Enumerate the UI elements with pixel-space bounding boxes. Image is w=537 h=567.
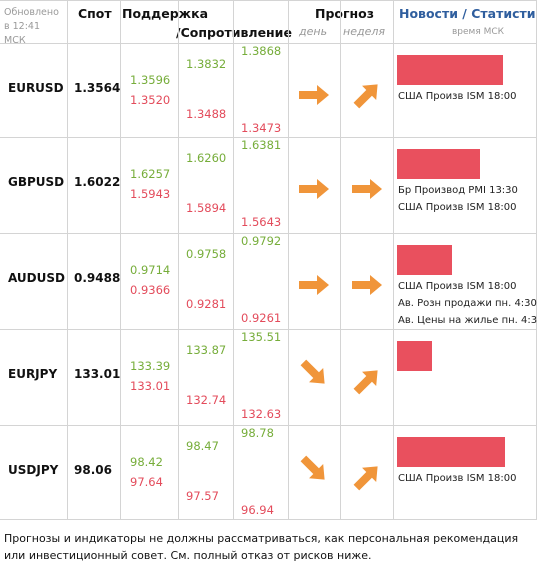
support-level: 0.9366 [130,283,171,297]
forecast-arrow [297,177,331,201]
column-divider [340,0,341,519]
resistance-level: 1.3596 [130,73,171,87]
news-bar [397,55,503,85]
resistance-level: 98.42 [130,455,163,469]
resistance-level: 0.9714 [130,263,171,277]
news-header: Новости / Статистика [399,6,537,21]
forecast-arrow [350,83,384,109]
arrow-icon [353,466,378,491]
arrow-icon [353,370,378,395]
resistance-level: 1.3868 [241,44,282,58]
spot-price: 1.3564 [74,81,121,95]
column-divider [288,0,289,519]
pair-name: GBPUSD [8,175,65,189]
resistance-level: 133.39 [130,359,171,373]
time-note: время МСК [452,27,505,37]
forecast-arrow [350,369,384,395]
news-item: США Произв ISM 18:00 [398,91,517,102]
arrow-icon [352,275,382,295]
spot-price: 98.06 [74,463,112,477]
spot-price: 1.6022 [74,175,121,189]
row-divider [0,43,537,44]
resistance-level: 1.6260 [186,151,227,165]
spot-price: 0.9488 [74,271,121,285]
pair-name: AUDUSD [8,271,65,285]
support-level: 132.63 [241,407,282,421]
support-header: Поддержка [122,6,209,21]
forecast-arrow [297,273,331,297]
news-bar [397,341,432,371]
forecast-arrow [297,455,331,481]
arrow-icon [299,179,329,199]
row-divider [0,0,537,1]
news-item: Ав. Розн продажи пн. 4:30 [398,298,537,309]
support-level: 0.9281 [186,297,227,311]
arrow-icon [299,275,329,295]
arrow-icon [353,84,378,109]
forecast-arrow [297,359,331,385]
forecast-arrow [350,273,384,297]
support-level: 97.57 [186,489,219,503]
forecast-arrow [350,177,384,201]
arrow-icon [300,359,325,384]
news-item: США Произв ISM 18:00 [398,473,517,484]
news-bar [397,149,480,179]
news-bar [397,437,505,467]
resistance-level: 0.9758 [186,247,227,261]
resistance-level: 133.87 [186,343,227,357]
row-divider [0,425,537,426]
arrow-icon [352,179,382,199]
support-level: 0.9261 [241,311,282,325]
row-divider [0,329,537,330]
spot-header: Спот [78,6,112,21]
news-item: США Произв ISM 18:00 [398,281,517,292]
resistance-level: 0.9792 [241,234,282,248]
forecast-header: Прогноз [315,6,375,21]
resistance-level: 98.78 [241,426,274,440]
support-level: 96.94 [241,503,274,517]
forecast-arrow [350,465,384,491]
forecast-arrow [297,83,331,107]
week-header: неделя [343,25,385,38]
support-level: 1.3473 [241,121,282,135]
news-item: Бр Производ PMI 13:30 [398,185,518,196]
support-level: 1.3520 [130,93,171,107]
pair-name: EURJPY [8,367,58,381]
column-divider [178,0,179,519]
row-divider [0,233,537,234]
support-level: 1.5894 [186,201,227,215]
column-divider [233,0,234,519]
support-level: 1.5643 [241,215,282,229]
disclaimer: Прогнозы и индикаторы не должны рассматр… [4,532,519,562]
arrow-icon [299,85,329,105]
column-divider [67,0,68,519]
row-divider [0,137,537,138]
news-item: США Произв ISM 18:00 [398,202,517,213]
support-level: 133.01 [130,379,171,393]
support-level: 97.64 [130,475,163,489]
resistance-level: 135.51 [241,330,282,344]
arrow-icon [300,455,325,480]
pair-name: USDJPY [8,463,59,477]
support-level: 1.3488 [186,107,227,121]
resistance-level: 1.3832 [186,57,227,71]
day-header: день [299,25,328,38]
news-bar [397,245,452,275]
updated-note: Обновлено в 12:41 МСК [4,7,59,46]
pair-name: EURUSD [8,81,64,95]
spot-price: 133.01 [74,367,121,381]
column-divider [120,0,121,519]
support-level: 132.74 [186,393,227,407]
support-level: 1.5943 [130,187,171,201]
resistance-level: 98.47 [186,439,219,453]
row-divider [0,519,537,520]
resistance-level: 1.6381 [241,138,282,152]
news-item: Ав. Цены на жилье пн. 4:30 [398,315,537,326]
resistance-level: 1.6257 [130,167,171,181]
column-divider [393,0,394,519]
